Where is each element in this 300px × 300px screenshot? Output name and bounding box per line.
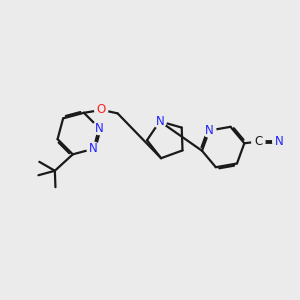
Text: O: O <box>97 103 106 116</box>
Circle shape <box>153 115 167 128</box>
Circle shape <box>92 122 106 135</box>
Text: N: N <box>275 135 284 148</box>
Text: N: N <box>155 115 164 128</box>
Text: C: C <box>254 135 262 148</box>
Text: N: N <box>95 122 103 134</box>
Text: N: N <box>205 124 214 137</box>
Circle shape <box>203 124 216 137</box>
Text: N: N <box>89 142 98 155</box>
Circle shape <box>252 135 265 148</box>
Circle shape <box>273 135 286 148</box>
Circle shape <box>94 103 108 116</box>
Circle shape <box>87 142 100 155</box>
